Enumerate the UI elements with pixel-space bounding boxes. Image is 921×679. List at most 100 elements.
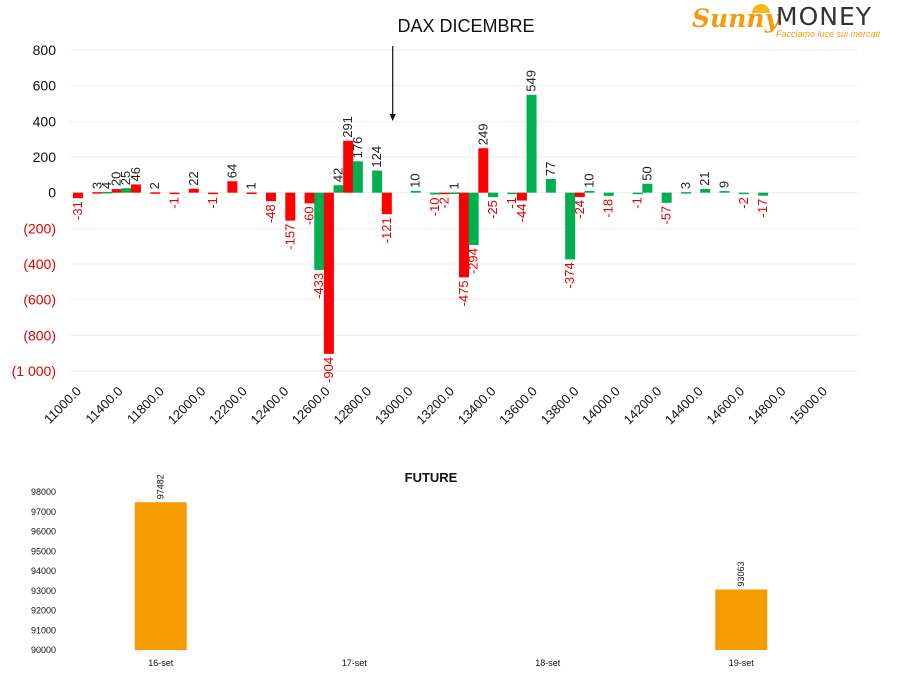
annotation-arrow (389, 46, 396, 121)
bar (439, 192, 450, 195)
bar (343, 140, 354, 193)
data-label: 291 (340, 116, 355, 138)
bar (73, 192, 83, 199)
x-tick-label: 12000.0 (165, 384, 209, 428)
data-label: 10 (408, 173, 423, 187)
x-tick-label: 12200.0 (206, 384, 250, 428)
bar (285, 192, 296, 221)
x-tick-label: 11000.0 (41, 384, 84, 427)
bar (266, 192, 276, 202)
x-tick-label: 12800.0 (330, 384, 374, 428)
bar (632, 192, 643, 195)
y-tick-label: (400) (23, 256, 56, 272)
bar (565, 192, 576, 260)
data-label: 3 (678, 182, 693, 189)
x-tick-label: 13600.0 (496, 384, 540, 428)
bar (92, 192, 103, 194)
data-label: -48 (263, 204, 278, 223)
bar (719, 191, 730, 193)
bar (449, 192, 460, 194)
bar (700, 188, 711, 193)
bar (516, 192, 527, 201)
data-label: -1 (167, 197, 182, 209)
brand-logo: Sunny MONEY Facciamo luce sui mercati (690, 2, 895, 40)
data-label: -374 (562, 262, 577, 288)
bar (121, 188, 132, 193)
data-label: 93063 (736, 561, 746, 586)
data-label: 176 (350, 137, 365, 159)
data-label: -18 (601, 199, 616, 218)
bar (507, 192, 518, 195)
dax-options-chart: DAX DICEMBRE 800 600 400 200 0 (200) (400) (600… (12, 16, 858, 428)
bar (208, 192, 219, 195)
y-tick-label: (200) (23, 220, 56, 236)
bar (227, 181, 238, 193)
y-tick-label: 0 (48, 185, 56, 201)
data-label: -904 (321, 357, 336, 383)
data-label: -294 (466, 248, 481, 274)
bar (468, 192, 479, 246)
bar (314, 192, 325, 270)
bar (545, 178, 556, 193)
data-label: -24 (572, 200, 587, 219)
bar (381, 192, 392, 215)
data-label: 549 (524, 70, 539, 92)
y-tick-label: 95000 (31, 546, 56, 556)
bar (661, 192, 672, 203)
data-label: -60 (302, 206, 317, 225)
dax-chart-title: DAX DICEMBRE (397, 16, 534, 36)
y-tick-label: 97000 (31, 507, 56, 517)
bar (372, 170, 383, 193)
data-label: 20 (109, 172, 124, 186)
y-tick-label: (800) (23, 327, 56, 343)
y-tick-label: 96000 (31, 527, 56, 537)
data-label: -157 (282, 224, 297, 250)
data-label: -57 (659, 206, 674, 225)
bar (150, 192, 161, 194)
data-label: -17 (755, 199, 770, 218)
x-tick-label: 13200.0 (413, 384, 457, 428)
bar (526, 94, 537, 193)
bar (487, 192, 498, 198)
data-label: 4 (99, 182, 114, 189)
bar (169, 192, 180, 195)
data-label: 2 (147, 182, 162, 189)
data-label: 97482 (156, 474, 166, 499)
bar (101, 191, 112, 194)
data-label: 46 (128, 167, 143, 181)
x-tick-label: 14200.0 (621, 384, 665, 428)
data-label: -1 (205, 197, 220, 209)
x-tick-label: 13000.0 (372, 384, 416, 428)
x-tick-label: 14600.0 (703, 384, 747, 428)
bar (246, 192, 257, 194)
bar (333, 185, 344, 193)
bar (574, 192, 585, 197)
x-tick-label: 14000.0 (579, 384, 623, 428)
sun-icon (752, 4, 770, 13)
x-tick-label: 13400.0 (455, 384, 499, 428)
y-tick-label: 94000 (31, 566, 56, 576)
data-label: 249 (475, 124, 490, 146)
y-tick-label: 90000 (31, 645, 56, 655)
bar (111, 189, 122, 193)
data-label: 1 (446, 182, 461, 189)
data-label: -2 (437, 197, 452, 209)
data-label: 1 (244, 182, 259, 189)
data-label: -1 (504, 197, 519, 209)
x-tick-label: 18-set (535, 658, 561, 668)
y-tick-label: 93000 (31, 586, 56, 596)
y-tick-label: 200 (33, 149, 57, 165)
data-label: -10 (427, 197, 442, 216)
bar (738, 192, 749, 195)
brand-tagline: Facciamo luce sui mercati (776, 29, 881, 39)
y-tick-label: 92000 (31, 606, 56, 616)
x-tick-label: 12600.0 (289, 384, 333, 428)
x-tick-label: 11400.0 (82, 384, 125, 427)
x-tick-label: 11800.0 (124, 384, 167, 427)
brand-name-money: MONEY (776, 2, 873, 31)
data-label: -475 (456, 280, 471, 306)
bar (304, 192, 315, 204)
data-label: 25 (118, 171, 133, 185)
bar (188, 188, 199, 193)
data-label: 9 (717, 181, 732, 188)
